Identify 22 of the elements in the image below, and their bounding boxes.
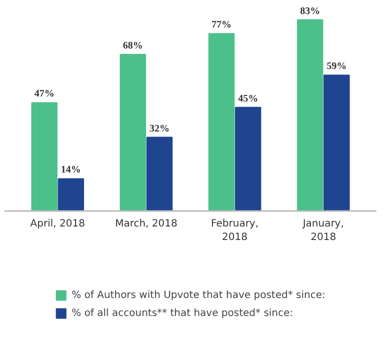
bar bbox=[234, 106, 262, 212]
data-label: 45% bbox=[238, 93, 258, 104]
bar bbox=[120, 54, 146, 212]
bar bbox=[146, 136, 173, 212]
bar bbox=[208, 33, 235, 212]
data-label: 83% bbox=[300, 6, 320, 17]
x-tick-label: February, 2018 bbox=[211, 218, 259, 243]
data-label: 32% bbox=[150, 123, 170, 134]
bar bbox=[31, 102, 58, 212]
x-tick-label: January, 2018 bbox=[302, 218, 344, 243]
data-label: 47% bbox=[34, 88, 54, 100]
x-tick-label: March, 2018 bbox=[115, 218, 178, 230]
bar bbox=[58, 178, 84, 212]
legend-label: % of Authors with Upvote that have posted* since: bbox=[72, 290, 326, 300]
x-tick-label: April, 2018 bbox=[30, 218, 85, 230]
data-label: 68% bbox=[122, 40, 143, 52]
bar bbox=[296, 19, 324, 212]
data-label: 59% bbox=[326, 61, 347, 72]
legend-label: % of all accounts** that have posted* since: bbox=[72, 308, 294, 318]
data-label: 77% bbox=[212, 20, 232, 31]
data-label: 14% bbox=[60, 164, 81, 176]
bar bbox=[324, 74, 350, 212]
